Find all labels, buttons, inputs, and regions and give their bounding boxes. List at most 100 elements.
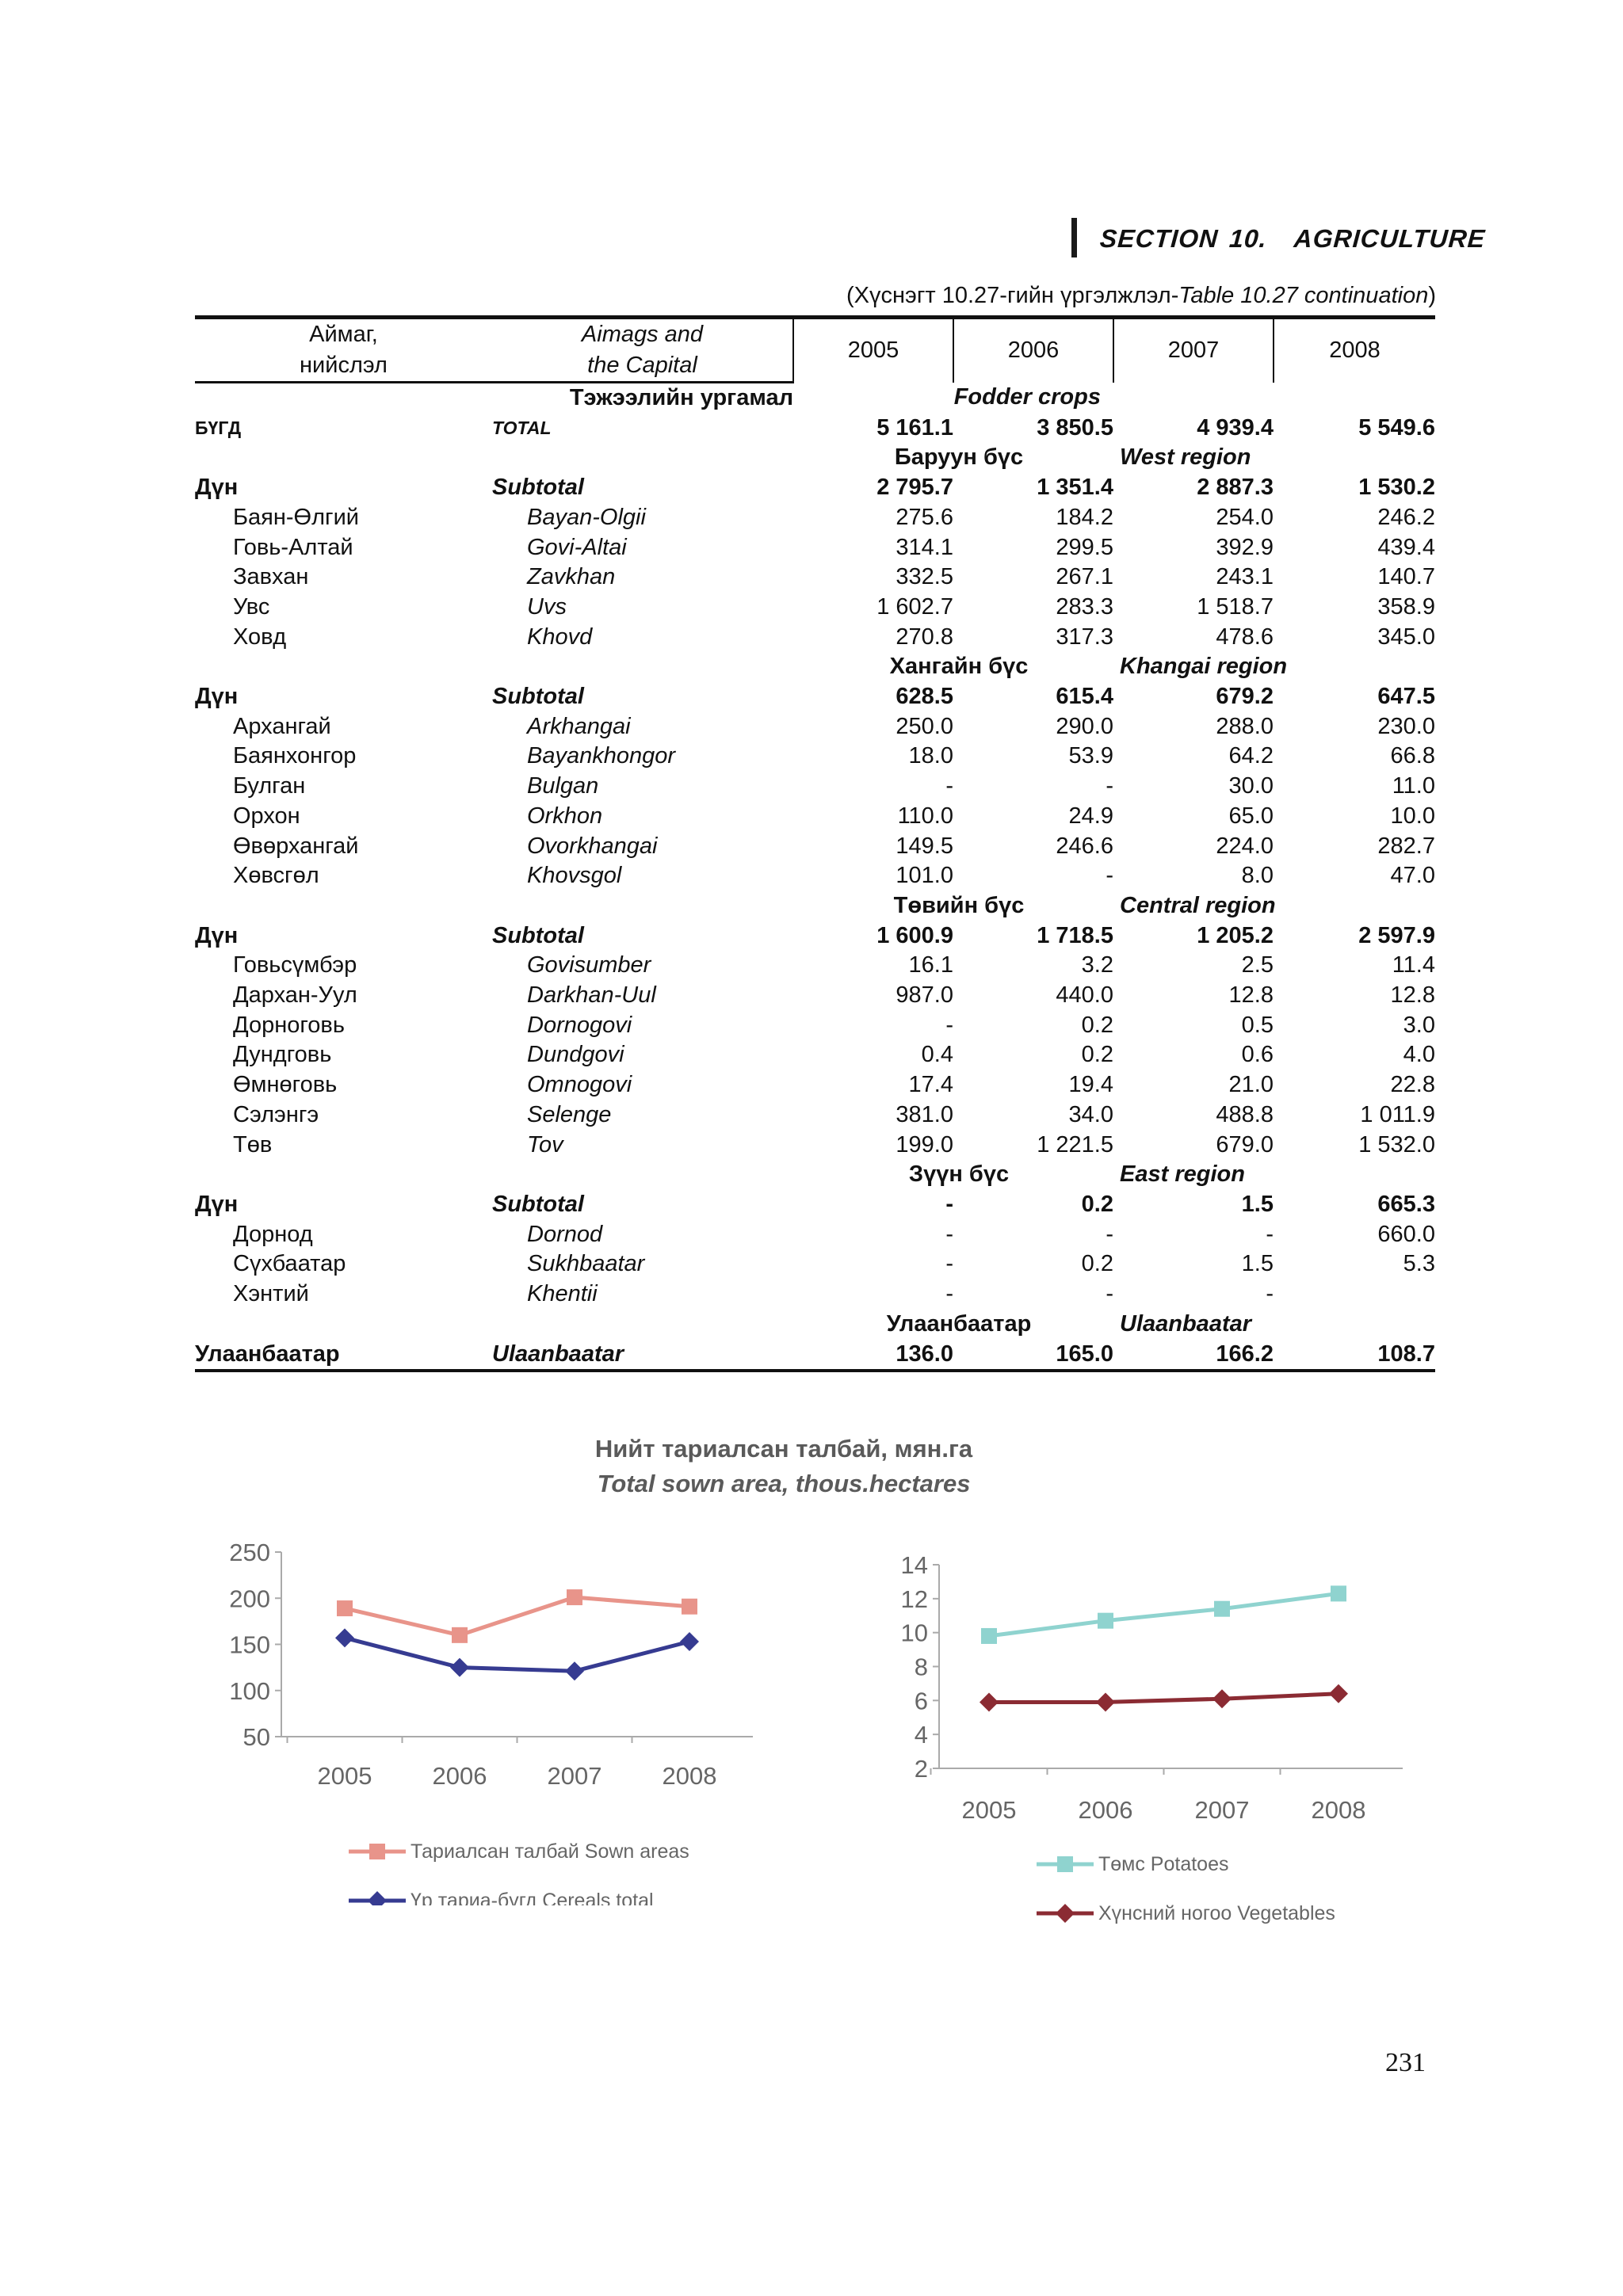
blank-cell (195, 383, 492, 414)
y-tick-label: 200 (229, 1585, 270, 1612)
table-cell-value: 140.7 (1377, 564, 1435, 590)
data-point (1096, 1692, 1115, 1712)
subtotal-row: Дүн Subtotal 2 795.7 1 351.4 2 887.3 1 530.2 (195, 473, 1435, 503)
table-row: Хэнтий Khentii - - - (195, 1280, 1435, 1310)
table-cell-value: 4.0 (1403, 1042, 1435, 1068)
data-point (981, 1627, 997, 1644)
col-header-en: Aimags and (492, 315, 793, 350)
data-point (1212, 1689, 1232, 1709)
row-label-en: Uvs (527, 593, 567, 620)
row-label-mn: Дархан-Уул (233, 982, 357, 1009)
row-label-mn: Төв (233, 1131, 273, 1158)
data-point (1098, 1612, 1113, 1629)
table-cell-value: - (945, 1012, 953, 1038)
x-tick-label: 2006 (1079, 1796, 1133, 1824)
y-tick-label: 250 (229, 1539, 270, 1566)
table-cell-value: 230.0 (1377, 713, 1435, 739)
table-cell-value: 3 850.5 (1037, 414, 1113, 441)
data-point (567, 1589, 582, 1606)
table-cell-value: 2 887.3 (1197, 475, 1274, 501)
table-cell-value: 21.0 (1228, 1072, 1274, 1098)
row-label-mn: Дүн (195, 922, 239, 948)
table-row: Булган Bulgan - - 30.0 11.0 (195, 772, 1435, 802)
row-label-en: Dornogovi (527, 1012, 632, 1038)
section-label-en: Ulaanbaatar (1120, 1310, 1252, 1337)
row-label-mn: Булган (233, 773, 306, 799)
row-label-mn: Орхон (233, 803, 300, 829)
row-label-mn: Дүн (195, 684, 239, 710)
table-cell-value: 24.9 (1068, 803, 1113, 829)
row-label-mn: Хөвсгөл (233, 863, 319, 889)
section-label-mn: Баруун бүс (894, 444, 1024, 471)
x-tick-label: 2008 (663, 1762, 717, 1790)
row-label-mn: Дүн (195, 1191, 239, 1217)
row-label-en: Ulaanbaatar (492, 1339, 793, 1373)
table-cell-value: 0.4 (921, 1042, 953, 1068)
table-row: Дорноговь Dornogovi - 0.2 0.5 3.0 (195, 1011, 1435, 1041)
table-cell-value: 1 205.2 (1197, 922, 1274, 948)
capital-heading-row: Улаанбаатар Ulaanbaatar (195, 1310, 1435, 1340)
row-label-en: Ovorkhangai (527, 833, 658, 859)
table-cell-value: 628.5 (896, 684, 953, 710)
table-cell-value: 250.0 (896, 713, 953, 739)
table-cell-value: 282.7 (1377, 833, 1435, 859)
table-cell-value: 3.0 (1403, 1012, 1435, 1038)
table-cell-value: - (945, 1281, 953, 1307)
table-cell-value: - (945, 1221, 953, 1247)
row-label-en: Arkhangai (527, 713, 631, 739)
table-cell-value: 665.3 (1377, 1191, 1435, 1217)
row-label-en: Darkhan-Uul (527, 982, 656, 1009)
x-tick-label: 2005 (318, 1762, 372, 1790)
row-label-en: Omnogovi (527, 1072, 632, 1098)
table-cell-value: 30.0 (1228, 773, 1274, 799)
table-cell-value: - (945, 1191, 953, 1217)
subtotal-row: Дүн Subtotal - 0.2 1.5 665.3 (195, 1190, 1435, 1220)
table-cell-value: 11.4 (1392, 952, 1435, 978)
table-cell-value: - (1266, 1221, 1274, 1247)
table-cell-value: 283.3 (1056, 593, 1113, 620)
legend-label: Хүнсний ногоо Vegetables (1098, 1902, 1335, 1924)
table-cell-value: 66.8 (1390, 743, 1435, 769)
row-label-mn: Дорноговь (233, 1012, 345, 1038)
row-label-en: Dornod (527, 1221, 603, 1247)
table-cell-value: 0.2 (1081, 1191, 1113, 1217)
table-cell-value: 275.6 (896, 504, 953, 530)
crop-heading-row: Тэжээлийн ургамал Fodder crops (195, 383, 1435, 414)
subtotal-row: Дүн Subtotal 628.5 615.4 679.2 647.5 (195, 682, 1435, 712)
table-row: Дундговь Dundgovi 0.4 0.2 0.6 4.0 (195, 1040, 1435, 1070)
charts-title: Нийт тариалсан талбай, мян.га Total sown… (0, 1432, 1623, 1501)
table-cell-value: - (1266, 1281, 1274, 1307)
data-point (335, 1628, 354, 1648)
table-cell-value: 47.0 (1390, 863, 1435, 889)
table-cell-value: 12.8 (1228, 982, 1274, 1009)
table-cell-value: 149.5 (896, 833, 953, 859)
table-cell-value: 345.0 (1377, 624, 1435, 650)
page-number: 231 (1385, 2048, 1426, 2077)
table-row: Баян-Өлгий Bayan-Olgii 275.6 184.2 254.0 246.… (195, 503, 1435, 533)
table-cell-value: 358.9 (1377, 593, 1435, 620)
legend-swatch-marker (369, 1844, 385, 1859)
row-label-mn: Өмнөговь (233, 1072, 338, 1098)
series-line (988, 1591, 1339, 1638)
section-label-en: East region (1120, 1161, 1245, 1188)
table-cell-value: - (945, 1251, 953, 1277)
y-tick-label: 12 (901, 1585, 928, 1613)
table-cell-value: 18.0 (908, 743, 953, 769)
table-cell-value: - (1106, 1281, 1113, 1307)
data-point (1329, 1684, 1348, 1703)
table-row: Өмнөговь Omnogovi 17.4 19.4 21.0 22.8 (195, 1070, 1435, 1100)
table-cell-value: 108.7 (1274, 1339, 1435, 1373)
blank-cell (492, 443, 793, 473)
row-label-en: Khovd (527, 624, 593, 650)
table-row: Төв Tov 199.0 1 221.5 679.0 1 532.0 (195, 1131, 1435, 1161)
legend-label: Үр тариа-бүгд Cereals total (411, 1890, 654, 1905)
col-header-en: the Capital (492, 350, 793, 383)
section-title: SECTION 10. AGRICULTURE (1098, 224, 1487, 253)
y-tick-label: 2 (915, 1755, 928, 1783)
table-row: Сүхбаатар Sukhbaatar - 0.2 1.5 5.3 (195, 1249, 1435, 1280)
table-cell-value: 288.0 (1216, 713, 1274, 739)
table-cell-value: 332.5 (896, 564, 953, 590)
table-cell-value: 488.8 (1216, 1101, 1274, 1127)
charts-title-mn: Нийт тариалсан талбай, мян.га (594, 1435, 973, 1463)
section-label-mn: Төвийн бүс (893, 892, 1025, 918)
